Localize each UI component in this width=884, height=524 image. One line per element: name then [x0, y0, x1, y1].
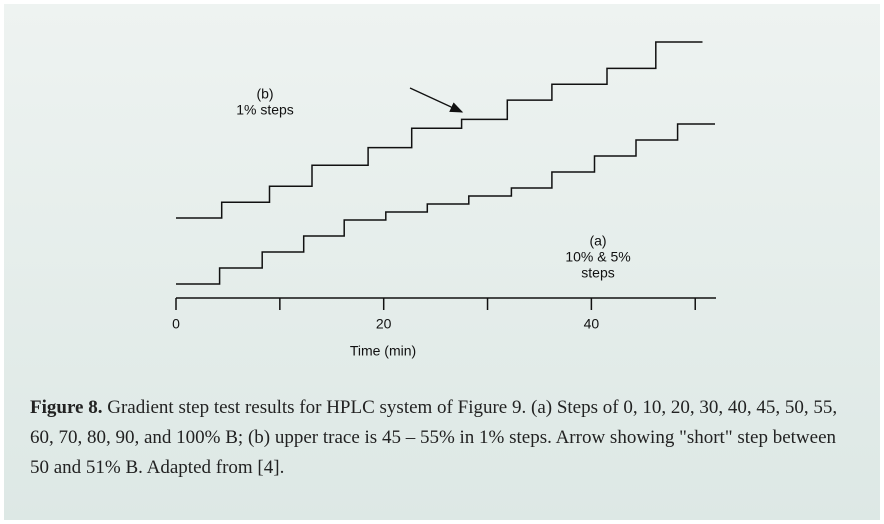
x-tick-label: 40 — [584, 316, 600, 332]
trace-line — [176, 123, 715, 285]
series-label: (b) — [256, 86, 273, 102]
series-label: 10% & 5% — [565, 249, 630, 265]
series-label: 1% steps — [236, 102, 294, 118]
caption-label: Figure 8. — [30, 397, 103, 418]
series-label: steps — [581, 265, 614, 281]
x-tick-label: 0 — [172, 316, 180, 332]
caption: Figure 8. Gradient step test results for… — [30, 393, 850, 483]
series-label: (a) — [589, 233, 606, 249]
x-tick-label: 20 — [376, 316, 392, 332]
annotation-arrow — [409, 87, 464, 113]
figure-panel — [4, 4, 880, 520]
x-axis-label: Time (min) — [350, 343, 416, 359]
caption-text: Gradient step test results for HPLC syst… — [30, 397, 838, 478]
trace-line — [176, 41, 703, 219]
chart: Time (min) 0 20 40 (a)10% & 5%steps (b)1% st… — [172, 41, 716, 359]
